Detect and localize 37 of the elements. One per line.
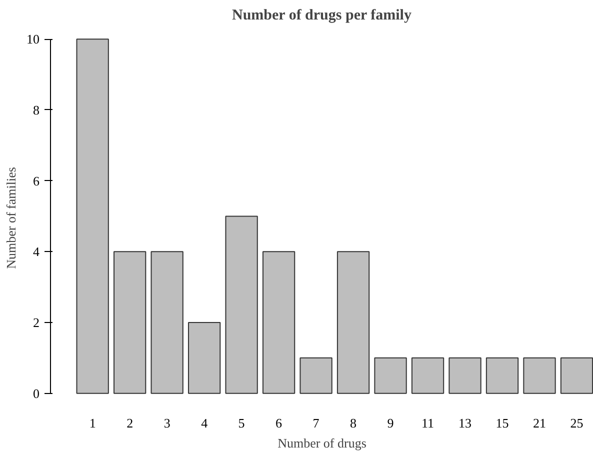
x-tick-label: 5 — [238, 416, 245, 430]
bar — [150, 251, 184, 394]
x-tick-label: 21 — [533, 416, 546, 430]
y-axis-title: Number of families — [4, 167, 18, 269]
x-tick-label: 8 — [350, 416, 357, 430]
x-tick-label: 1 — [89, 416, 96, 430]
y-tick-label: 2 — [33, 314, 40, 330]
bar — [560, 357, 593, 394]
y-tick-label: 0 — [33, 386, 40, 401]
bar — [523, 357, 556, 394]
x-tick-label: 6 — [276, 416, 283, 430]
x-tick-label: 15 — [496, 416, 509, 430]
bar — [188, 322, 221, 394]
bar — [300, 357, 332, 394]
x-tick-label: 9 — [387, 416, 394, 430]
x-tick-label: 25 — [570, 416, 584, 430]
bar — [374, 357, 407, 394]
bar — [411, 357, 444, 394]
x-tick-label: 11 — [422, 416, 434, 430]
bar — [225, 216, 258, 394]
y-tick-label: 10 — [26, 32, 40, 47]
y-tick-label: 4 — [33, 244, 40, 260]
chart-title: Number of drugs per family — [232, 8, 412, 24]
x-axis-title: Number of drugs — [278, 436, 366, 450]
x-tick-label: 13 — [458, 416, 472, 430]
bar — [336, 251, 370, 394]
x-tick-label: 4 — [201, 416, 208, 430]
y-tick-label: 8 — [33, 102, 40, 118]
x-tick-label: 2 — [126, 416, 134, 430]
bar — [114, 251, 146, 394]
x-tick-label: 7 — [312, 416, 320, 430]
x-tick-label: 3 — [164, 416, 170, 430]
bar — [448, 357, 482, 394]
bar — [486, 357, 519, 394]
bar — [262, 251, 296, 394]
y-tick-label: 6 — [33, 173, 40, 188]
bar — [76, 38, 109, 394]
